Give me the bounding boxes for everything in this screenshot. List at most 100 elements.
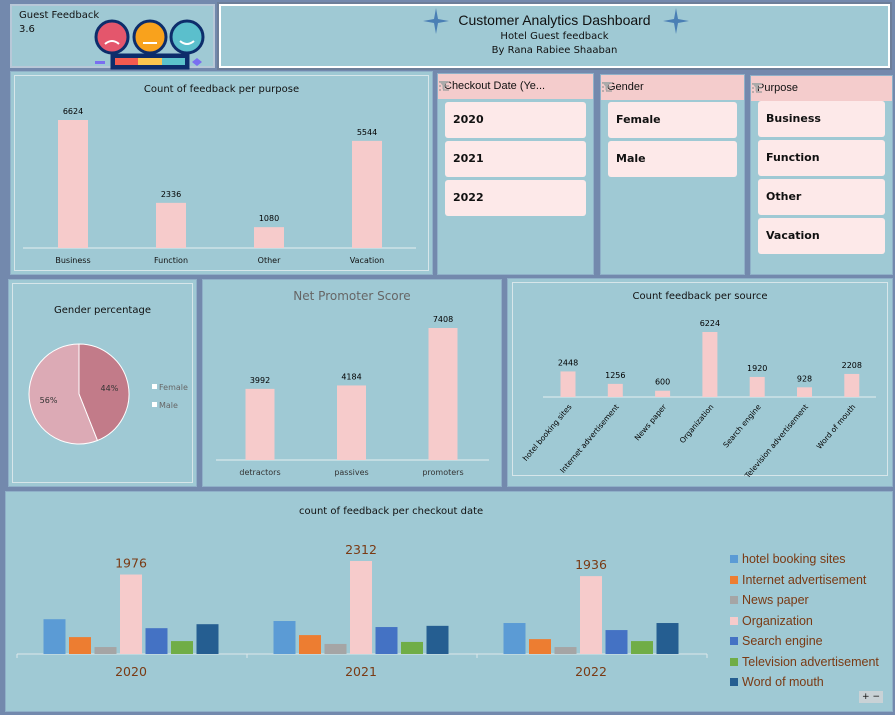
kpi-label: Guest Feedback [19,10,100,21]
star-icon [423,8,449,34]
zoom-in-button[interactable]: + [862,692,870,702]
legend-item: News paper [730,593,809,607]
legend-label: Television advertisement [742,654,879,669]
slicer-item-other[interactable]: Other [758,179,885,215]
slicer-title: Purpose [757,82,798,94]
axis-label: 2020 [115,664,147,679]
legend-item: Search engine [730,634,823,648]
data-label: 2312 [345,542,377,557]
data-label: 2448 [558,358,578,367]
star-icon [663,8,689,34]
bar-search-engine [605,630,628,654]
bar-search-engine [375,627,398,654]
kpi-panel: Guest Feedback 3.6 [10,4,215,70]
bar-organization [350,561,372,654]
legend-swatch [730,555,738,563]
bar [245,388,275,460]
bar-word-of-mouth [656,623,679,654]
data-label: 2208 [842,361,862,370]
gender-pie-panel: Gender percentage 44% Female 56% Male [8,279,197,487]
bar [702,332,718,397]
pie-slice-female [78,343,130,442]
legend-label: Search engine [742,634,823,648]
clear-filter-icon[interactable] [751,82,763,94]
bar [254,227,284,248]
bar [560,371,576,397]
slicer-item-female[interactable]: Female [608,102,737,138]
data-label: 1920 [747,364,767,373]
chart-title: Net Promoter Score [293,289,411,303]
bar-hotel-booking-sites [273,621,296,654]
bar-television-advertisement [401,641,423,654]
legend-swatch [730,637,738,645]
feedback-faces-icon [94,19,205,70]
chart-title: Count of feedback per purpose [143,84,300,95]
slicer-item-function[interactable]: Function [758,140,885,176]
clear-filter-icon[interactable] [438,80,450,92]
bar [156,202,186,248]
bar [337,385,366,460]
legend-swatch [730,575,738,584]
data-label: 1256 [605,371,625,380]
author: By Rana Rabiee Shaaban [491,45,618,56]
legend-label: hotel booking sites [742,552,846,566]
nps-bar-chart: 3992 detractors 4184 passives 7408 promoters [216,315,489,477]
legend-swatch [730,657,738,666]
slicer-item-business[interactable]: Business [758,101,885,137]
slicer-item-vacation[interactable]: Vacation [758,218,885,254]
axis-label: Other [258,256,281,265]
zoom-out-button[interactable]: − [872,692,880,702]
bar-internet-advertisement [299,635,321,654]
purpose-chart-panel: Count of feedback per purpose 6624 Busine… [10,71,433,275]
bar-news-paper [554,647,577,654]
legend-item: hotel booking sites [730,552,846,566]
slicer-checkout-date: Checkout Date (Ye... 2020 2021 2022 [437,73,594,275]
data-label: 7408 [433,315,453,324]
legend-item: Internet advertisement [730,573,866,587]
bar-news-paper [94,647,117,654]
bar-television-advertisement [631,641,653,654]
legend-item: Organization [730,614,813,628]
legend-swatch [152,402,157,407]
nps-panel: Net Promoter Score 3992 detractors 4184 pas… [202,279,502,487]
data-label: 6624 [63,107,83,116]
slicer-gender: Gender Female Male [600,74,745,275]
slicer-purpose: Purpose Business Function Other Vacation [750,75,893,275]
page-title: Customer Analytics Dashboard [458,12,651,28]
legend-label: Female [159,383,188,392]
data-label: 5544 [357,128,377,137]
bar-organization [580,576,602,654]
bar-internet-advertisement [69,637,91,654]
bar-word-of-mouth [196,624,219,654]
bar-organization [120,574,142,654]
kpi-value: 3.6 [19,24,35,35]
legend-label: Word of mouth [742,675,824,689]
clear-filter-icon[interactable] [601,81,613,93]
legend-label: Organization [742,613,813,628]
data-label: 1080 [259,214,279,223]
zoom-controls[interactable]: + − [859,691,883,703]
data-label: 1936 [575,557,607,572]
slicer-item-2021[interactable]: 2021 [445,141,586,177]
slicer-item-2020[interactable]: 2020 [445,102,586,138]
legend-swatch [730,596,738,604]
bar [428,328,458,460]
slicer-item-2022[interactable]: 2022 [445,180,586,216]
bar-television-advertisement [171,641,193,654]
legend-label: Internet advertisement [742,572,867,587]
legend-swatch [152,384,157,389]
axis-label: Function [154,256,188,265]
bar [844,373,860,397]
bar [352,140,382,248]
legend-swatch [730,678,738,686]
bar-news-paper [324,643,347,654]
slicer-item-male[interactable]: Male [608,141,737,177]
slicer-title: Checkout Date (Ye... [444,80,546,92]
axis-label: Business [55,256,90,265]
bar-hotel-booking-sites [43,619,66,654]
slicer-title: Gender [607,81,644,93]
data-label: 4184 [341,372,361,381]
bar [797,387,812,397]
legend-label: News paper [742,593,809,607]
